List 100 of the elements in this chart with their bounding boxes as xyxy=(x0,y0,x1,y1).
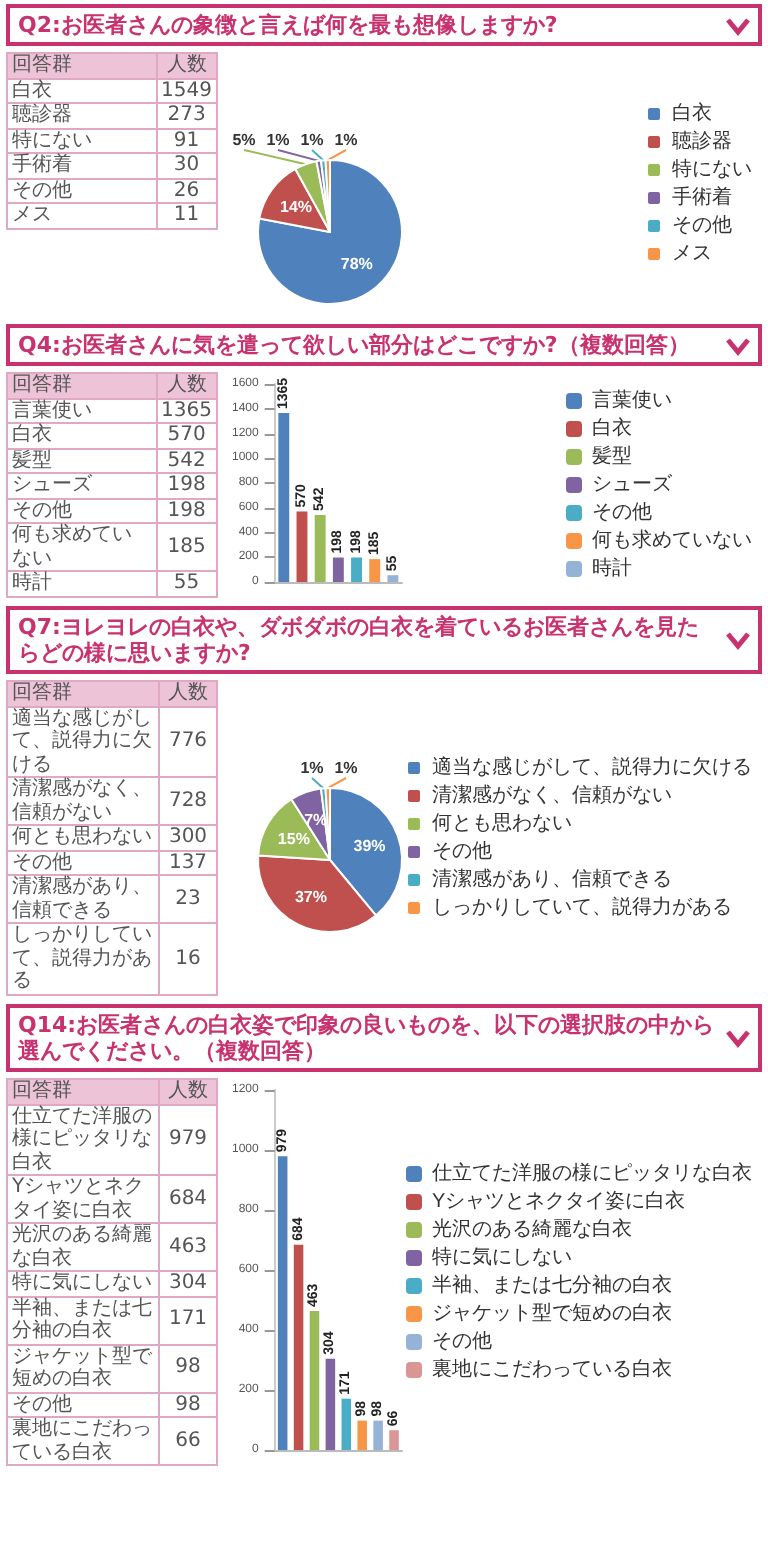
data-label: 1% xyxy=(300,131,324,149)
category-label: 清潔感があり、信頼できる xyxy=(7,875,159,923)
data-label: 39% xyxy=(353,836,386,855)
text: Q14:お医者さんの白衣姿で印象の良いものを、以下の選択肢の中から選んでください。（複数回答） xyxy=(18,1012,715,1064)
category-label: メス xyxy=(7,203,157,228)
category-label: 光沢のある綺麗な白衣 xyxy=(7,1223,159,1271)
legend-label: シューズ xyxy=(592,472,674,496)
category-label: 時計 xyxy=(7,571,157,596)
data-label: 185 xyxy=(156,523,217,571)
legend-label: しっかりしていて、説得力がある xyxy=(432,895,732,919)
data-label: 37% xyxy=(294,888,327,907)
data-label: 1549 xyxy=(156,78,217,103)
category-label: 特に気にしない xyxy=(7,1271,159,1296)
text: 人数 xyxy=(159,1079,217,1104)
category-label: その他 xyxy=(7,498,157,523)
data-label: 26 xyxy=(156,178,217,203)
legend-label: 時計 xyxy=(592,556,632,580)
data-label: 273 xyxy=(156,103,217,128)
category-label: その他 xyxy=(7,850,159,875)
data-label: 137 xyxy=(159,850,217,875)
legend-label: その他 xyxy=(432,1329,492,1353)
legend-label: 白衣 xyxy=(592,416,632,440)
data-label: 1365 xyxy=(156,398,217,423)
data-label: 304 xyxy=(159,1271,217,1296)
data-label: 91 xyxy=(156,128,217,153)
category-label: 白衣 xyxy=(7,78,157,103)
category-label: 清潔感がなく、信頼がない xyxy=(7,777,159,825)
data-label: 979 xyxy=(159,1104,217,1175)
category-label: 手術着 xyxy=(7,153,157,178)
data-label: 198 xyxy=(156,473,217,498)
text: Q2:お医者さんの象徴と言えば何を最も想像しますか? xyxy=(18,12,558,38)
category-label: 何とも思わない xyxy=(7,825,159,850)
data-label: 198 xyxy=(156,498,217,523)
legend-label: 裏地にこだわっている白衣 xyxy=(432,1357,672,1381)
data-label: 16 xyxy=(159,923,217,994)
legend-label: 清潔感がなく、信頼がない xyxy=(432,783,672,807)
legend-label: 特にない xyxy=(672,157,752,181)
category-label: 裏地にこだわっている白衣 xyxy=(7,1417,159,1465)
legend-label: その他 xyxy=(672,213,732,237)
data-label: 570 xyxy=(156,423,217,448)
category-label: ジャケット型で短めの白衣 xyxy=(7,1344,159,1392)
category-label: 白衣 xyxy=(7,423,157,448)
data-label: 5% xyxy=(232,131,256,149)
category-label: 半袖、または七分袖の白衣 xyxy=(7,1296,159,1344)
data-label: 171 xyxy=(159,1296,217,1344)
data-label: 728 xyxy=(159,777,217,825)
category-label: 適当な感じがして、説得力に欠ける xyxy=(7,706,159,777)
data-label: 66 xyxy=(159,1417,217,1465)
category-label: シューズ xyxy=(7,473,157,498)
data-label: 463 xyxy=(159,1223,217,1271)
legend-label: 手術着 xyxy=(672,185,732,209)
legend-label: 半袖、または七分袖の白衣 xyxy=(432,1273,672,1297)
data-label: 98 xyxy=(159,1392,217,1417)
category-label: その他 xyxy=(7,1392,159,1417)
text: 回答群 xyxy=(7,53,157,78)
legend-label: 何も求めていない xyxy=(592,528,752,552)
legend-label: 聴診器 xyxy=(672,129,732,153)
data-label: 300 xyxy=(159,825,217,850)
category-label: 仕立てた洋服の様にピッタリな白衣 xyxy=(7,1104,159,1175)
category-label: 特にない xyxy=(7,128,157,153)
text: 回答群 xyxy=(7,681,159,706)
legend-label: ジャケット型で短めの白衣 xyxy=(432,1301,672,1325)
category-label: 何も求めていない xyxy=(7,523,157,571)
data-label: 684 xyxy=(159,1175,217,1223)
text: Q7:ヨレヨレの白衣や、ダボダボの白衣を着ているお医者さんを見たらどの様に思いますか? xyxy=(18,614,699,666)
legend-label: 光沢のある綺麗な白衣 xyxy=(432,1217,632,1241)
legend-label: 仕立てた洋服の様にピッタリな白衣 xyxy=(432,1161,752,1185)
text: 人数 xyxy=(156,53,217,78)
data-label: 98 xyxy=(159,1344,217,1392)
data-label: 542 xyxy=(156,448,217,473)
legend-label: 何とも思わない xyxy=(432,813,572,835)
text: 回答群 xyxy=(7,1079,159,1104)
data-label: 15% xyxy=(277,829,310,848)
text: 回答群 xyxy=(7,373,157,398)
data-label: 55 xyxy=(156,571,217,596)
legend-label: メス xyxy=(672,243,712,265)
data-label: 1% xyxy=(266,131,290,149)
category-label: 髪型 xyxy=(7,448,157,473)
data-label: 30 xyxy=(156,153,217,178)
legend-label: 言葉使い xyxy=(592,388,672,412)
category-label: Yシャツとネクタイ姿に白衣 xyxy=(7,1175,159,1223)
data-label: 14% xyxy=(280,198,313,217)
category-label: 聴診器 xyxy=(7,103,157,128)
text: 人数 xyxy=(159,681,217,706)
legend-label: 清潔感があり、信頼できる xyxy=(432,867,672,891)
data-label: 1% xyxy=(300,759,324,777)
data-label: 11 xyxy=(156,203,217,228)
legend-label: 適当な感じがして、説得力に欠ける xyxy=(432,755,752,779)
legend-label: その他 xyxy=(432,839,492,863)
legend-label: 白衣 xyxy=(672,101,712,125)
data-label: 1% xyxy=(334,131,358,149)
legend-label: Yシャツとネクタイ姿に白衣 xyxy=(432,1189,686,1213)
legend-label: 特に気にしない xyxy=(432,1245,572,1269)
data-label: 1% xyxy=(334,759,358,777)
text: Q4:お医者さんに気を遣って欲しい部分はどこですか?（複数回答） xyxy=(18,332,690,358)
text: 人数 xyxy=(156,373,217,398)
legend-label: 髪型 xyxy=(592,444,632,468)
category-label: 言葉使い xyxy=(7,398,157,423)
legend-label: その他 xyxy=(592,500,652,524)
data-label: 776 xyxy=(159,706,217,777)
